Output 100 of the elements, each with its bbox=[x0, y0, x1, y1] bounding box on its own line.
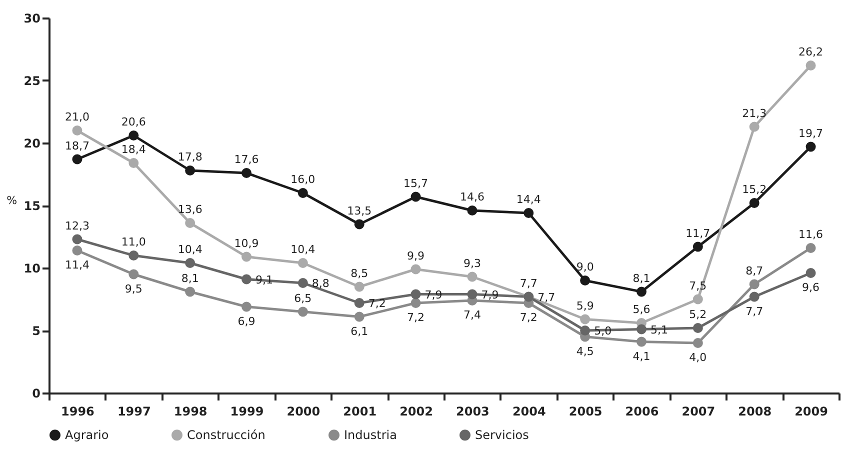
data-label: 8,1 bbox=[632, 272, 650, 285]
data-label: 8,1 bbox=[181, 272, 199, 285]
data-label: 5,6 bbox=[632, 303, 650, 316]
point bbox=[806, 60, 816, 70]
point bbox=[242, 252, 252, 262]
y-tick-label: 15 bbox=[24, 199, 40, 213]
data-label: 11,7 bbox=[686, 226, 710, 240]
point bbox=[128, 130, 139, 140]
point bbox=[692, 338, 703, 348]
data-label: 7,7 bbox=[520, 276, 538, 290]
point bbox=[410, 289, 421, 300]
point bbox=[298, 258, 308, 268]
x-tick-label: 1998 bbox=[174, 404, 208, 418]
point bbox=[467, 206, 478, 216]
point bbox=[410, 298, 421, 308]
point bbox=[298, 278, 308, 288]
data-label: 20,6 bbox=[121, 116, 146, 128]
point bbox=[128, 269, 139, 280]
point bbox=[72, 126, 82, 136]
point bbox=[185, 218, 196, 228]
legend-label: Industria bbox=[344, 428, 397, 442]
legend-label: Servicios bbox=[475, 428, 529, 442]
point bbox=[242, 274, 252, 284]
x-tick-label: 2005 bbox=[568, 404, 602, 418]
y-tick-label: 20 bbox=[24, 136, 40, 150]
x-tick-label: 2003 bbox=[456, 404, 490, 418]
x-tick-label: 1996 bbox=[61, 404, 94, 418]
point bbox=[242, 168, 252, 178]
point bbox=[636, 286, 646, 297]
data-label: 4,0 bbox=[689, 351, 707, 364]
data-label: 15,2 bbox=[742, 183, 767, 196]
data-label: 15,7 bbox=[404, 176, 428, 190]
point bbox=[467, 272, 478, 282]
point bbox=[467, 289, 478, 300]
data-label: 13,6 bbox=[178, 203, 202, 216]
x-tick-label: 2009 bbox=[794, 404, 828, 418]
point bbox=[354, 219, 364, 230]
y-tick-label: 30 bbox=[24, 12, 40, 26]
data-label: 9,9 bbox=[407, 249, 425, 262]
x-tick-label: 1999 bbox=[230, 404, 264, 418]
point bbox=[749, 198, 760, 208]
data-label: 7,7 bbox=[746, 304, 764, 318]
data-label: 5,2 bbox=[689, 308, 707, 321]
point bbox=[806, 268, 816, 278]
y-tick-label: 25 bbox=[24, 74, 40, 88]
data-label: 4,5 bbox=[576, 344, 594, 358]
data-label: 6,9 bbox=[238, 314, 256, 328]
data-label: 7,7 bbox=[538, 290, 556, 304]
point bbox=[692, 242, 703, 252]
x-tick-label: 2007 bbox=[682, 404, 716, 418]
data-label: 11,0 bbox=[121, 236, 146, 248]
data-label: 7,5 bbox=[689, 279, 707, 292]
data-label: 6,1 bbox=[350, 324, 368, 338]
data-label: 17,8 bbox=[178, 150, 202, 164]
data-label: 10,9 bbox=[234, 236, 259, 250]
data-label: 9,5 bbox=[124, 282, 142, 296]
x-tick-label: 2000 bbox=[286, 404, 320, 418]
legend-label: Agrario bbox=[65, 428, 109, 442]
data-label: 9,3 bbox=[463, 256, 481, 270]
point bbox=[580, 314, 590, 324]
data-label: 11,4 bbox=[64, 258, 90, 272]
point bbox=[354, 282, 364, 292]
point bbox=[749, 292, 760, 302]
data-label: 26,2 bbox=[798, 46, 824, 58]
y-axis-title: % bbox=[6, 194, 18, 207]
data-label: 13,5 bbox=[347, 204, 372, 218]
point bbox=[749, 122, 760, 132]
point bbox=[354, 298, 364, 308]
legend-label: Construcción bbox=[187, 428, 266, 442]
point bbox=[298, 306, 308, 317]
data-label: 14,4 bbox=[516, 193, 541, 206]
x-tick-label: 2001 bbox=[343, 404, 377, 418]
point bbox=[410, 264, 421, 274]
point bbox=[72, 154, 82, 164]
x-tick-label: 2004 bbox=[512, 404, 546, 418]
point bbox=[410, 192, 421, 202]
point bbox=[524, 208, 534, 218]
data-label: 16,0 bbox=[290, 173, 316, 186]
point bbox=[580, 326, 590, 336]
point bbox=[72, 234, 82, 244]
point bbox=[806, 243, 816, 253]
data-label: 7,2 bbox=[520, 311, 538, 324]
point bbox=[636, 324, 646, 334]
data-label: 14,6 bbox=[460, 190, 484, 204]
x-tick-label: 1997 bbox=[117, 404, 151, 418]
data-label: 19,7 bbox=[798, 126, 824, 140]
point bbox=[185, 166, 196, 176]
data-label: 5,9 bbox=[576, 299, 594, 312]
point bbox=[128, 158, 139, 168]
y-tick-label: 0 bbox=[32, 386, 40, 400]
point bbox=[692, 323, 703, 333]
x-tick-label: 2002 bbox=[400, 404, 433, 418]
data-label: 10,4 bbox=[290, 243, 316, 256]
point bbox=[128, 250, 139, 260]
point bbox=[185, 258, 196, 268]
data-label: 11,6 bbox=[798, 228, 824, 241]
point bbox=[242, 302, 252, 312]
point bbox=[806, 142, 816, 152]
data-label: 21,0 bbox=[64, 110, 90, 124]
data-label: 9,6 bbox=[802, 281, 820, 294]
